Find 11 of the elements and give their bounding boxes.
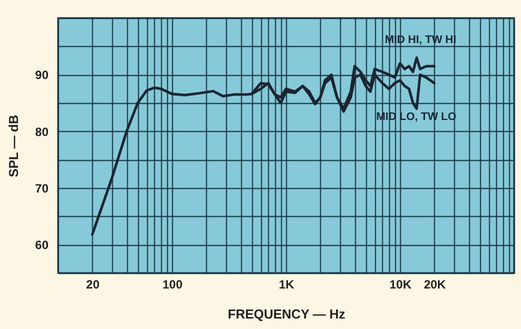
x-axis-title: FREQUENCY — Hz (228, 306, 346, 322)
x-tick-label: 20 (86, 278, 100, 292)
y-tick-label: 90 (35, 68, 49, 82)
y-tick-label: 80 (35, 124, 49, 139)
x-tick-label: 1K (278, 278, 294, 292)
y-tick-label: 60 (35, 238, 49, 252)
x-tick-label: 10K (389, 278, 412, 292)
x-tick-label: 100 (162, 278, 183, 292)
y-axis-title: SPL — dB (6, 114, 22, 178)
x-tick-label: 20K (424, 278, 446, 292)
y-tick-label: 70 (35, 182, 49, 196)
